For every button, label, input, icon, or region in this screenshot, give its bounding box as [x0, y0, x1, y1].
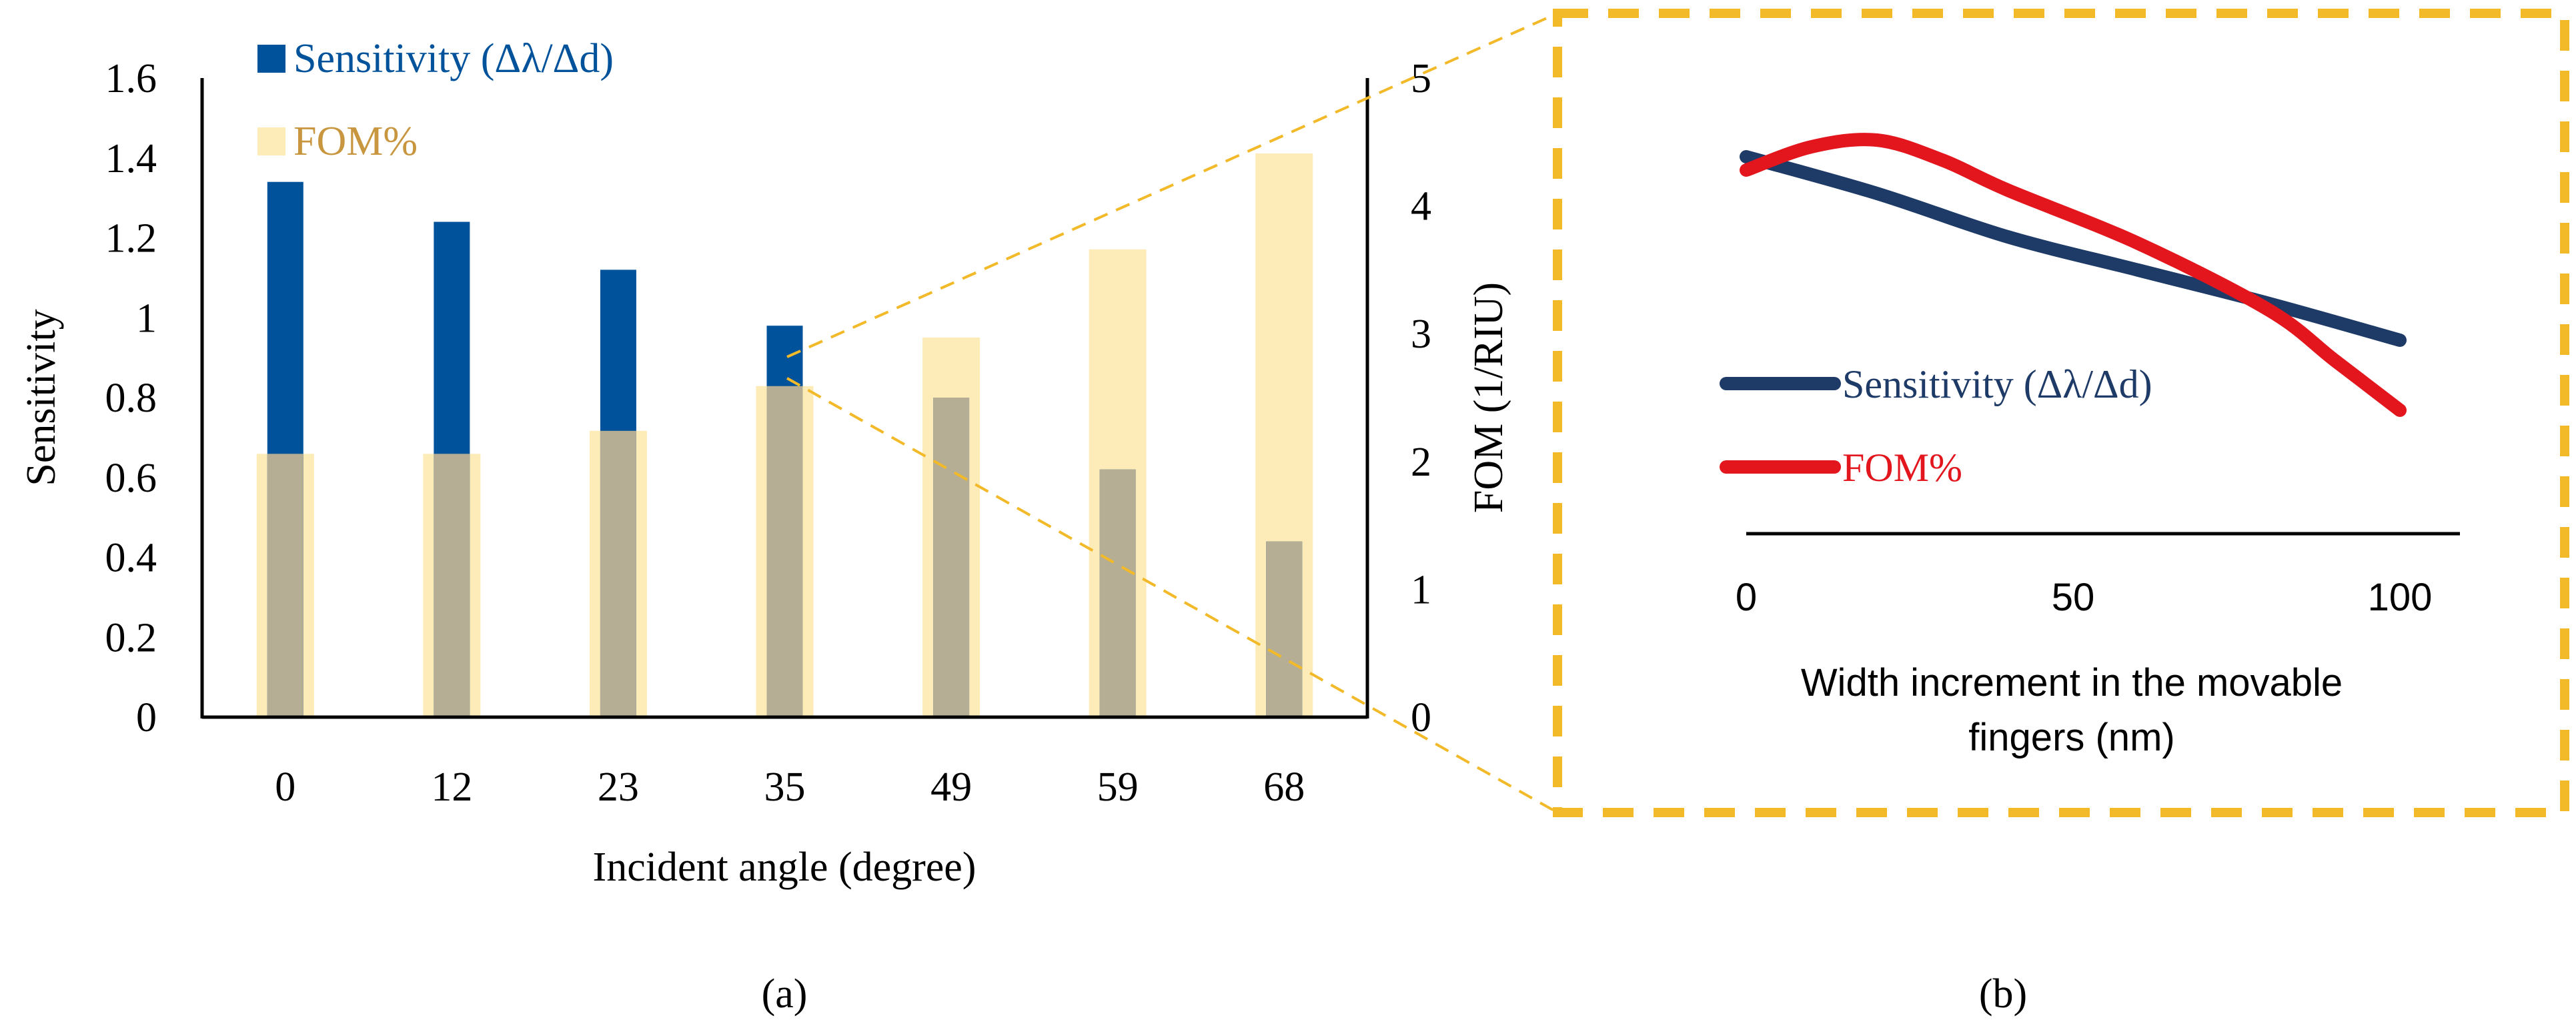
overlap-bar-59	[1099, 469, 1136, 717]
right-y-tick-labels: 0 1 2 3 4 5	[1411, 56, 1431, 740]
panel-b-label: (b)	[1979, 971, 2027, 1017]
inset-legend-fom-label: FOM%	[1842, 446, 1962, 490]
y2-tick-label-3: 3	[1411, 312, 1431, 357]
fom-line	[1740, 133, 2407, 417]
y-axis-title: Sensitivity	[19, 309, 64, 486]
y2-tick-label-4: 4	[1411, 184, 1431, 229]
legend-sensitivity-swatch	[257, 45, 285, 73]
x-tick-label-49: 49	[930, 764, 972, 810]
overlap-bar-12	[434, 454, 470, 717]
zoom-inset-frame	[1553, 9, 2569, 817]
overlap-bar-35	[766, 386, 803, 717]
overlap-bars	[267, 386, 1303, 717]
y-tick-label-0.2: 0.2	[105, 615, 157, 660]
legend-fom-label: FOM%	[293, 119, 418, 164]
y-tick-label-0: 0	[136, 695, 157, 740]
y-tick-label-0.4: 0.4	[105, 536, 157, 581]
y2-tick-label-2: 2	[1411, 440, 1431, 485]
inset-legend-sensitivity-label: Sensitivity (Δλ/Δd)	[1842, 362, 2152, 406]
left-y-tick-labels: 0 0.2 0.4 0.6 0.8 1 1.2 1.4 1.6	[105, 56, 157, 740]
connector-line-upper	[786, 12, 1558, 358]
y2-tick-label-5: 5	[1411, 56, 1431, 101]
legend-sensitivity-label: Sensitivity (Δλ/Δd)	[293, 36, 614, 81]
panel-b-line-chart: Sensitivity (Δλ/Δd) FOM% 0 50 100 Width in…	[1553, 9, 2569, 1017]
x-tick-label-35: 35	[764, 764, 806, 810]
x-tick-labels: 0 12 23 35 49 59 68	[275, 764, 1305, 810]
x-tick-label-0: 0	[275, 764, 295, 810]
sensitivity-line	[1740, 150, 2407, 347]
overlap-bar-0	[267, 454, 303, 717]
panel-a-label: (a)	[762, 971, 808, 1017]
overlap-bar-68	[1266, 541, 1303, 717]
overlap-bar-23	[600, 430, 636, 717]
x-tick-label-59: 59	[1097, 764, 1139, 810]
y2-tick-label-0: 0	[1411, 695, 1431, 740]
legend-fom-swatch	[257, 127, 285, 155]
y-tick-label-1: 1	[136, 296, 157, 341]
inset-x-tick-label-0: 0	[1736, 576, 1757, 619]
x-tick-label-68: 68	[1263, 764, 1305, 810]
y-tick-label-0.6: 0.6	[105, 456, 157, 501]
inset-x-tick-label-50: 50	[2052, 576, 2095, 619]
inset-x-tick-label-100: 100	[2368, 576, 2433, 619]
x-tick-label-23: 23	[598, 764, 639, 810]
y-tick-label-1.6: 1.6	[105, 56, 157, 101]
inset-x-axis-title-line1: Width increment in the movable	[1801, 661, 2343, 704]
inset-x-tick-labels: 0 50 100	[1736, 576, 2433, 619]
connector-line-lower	[786, 377, 1558, 814]
x-axis-title: Incident angle (degree)	[593, 845, 977, 890]
y2-tick-label-1: 1	[1411, 567, 1431, 612]
y2-axis-title: FOM (1/RIU)	[1466, 282, 1511, 513]
overlap-bar-49	[933, 398, 970, 717]
y-tick-label-1.4: 1.4	[105, 136, 157, 181]
inset-x-axis-title-line2: fingers (nm)	[1968, 716, 2174, 759]
y-tick-label-0.8: 0.8	[105, 376, 157, 421]
x-tick-label-12: 12	[431, 764, 472, 810]
y-tick-label-1.2: 1.2	[105, 216, 157, 262]
zoom-connector-lines	[786, 12, 1558, 814]
